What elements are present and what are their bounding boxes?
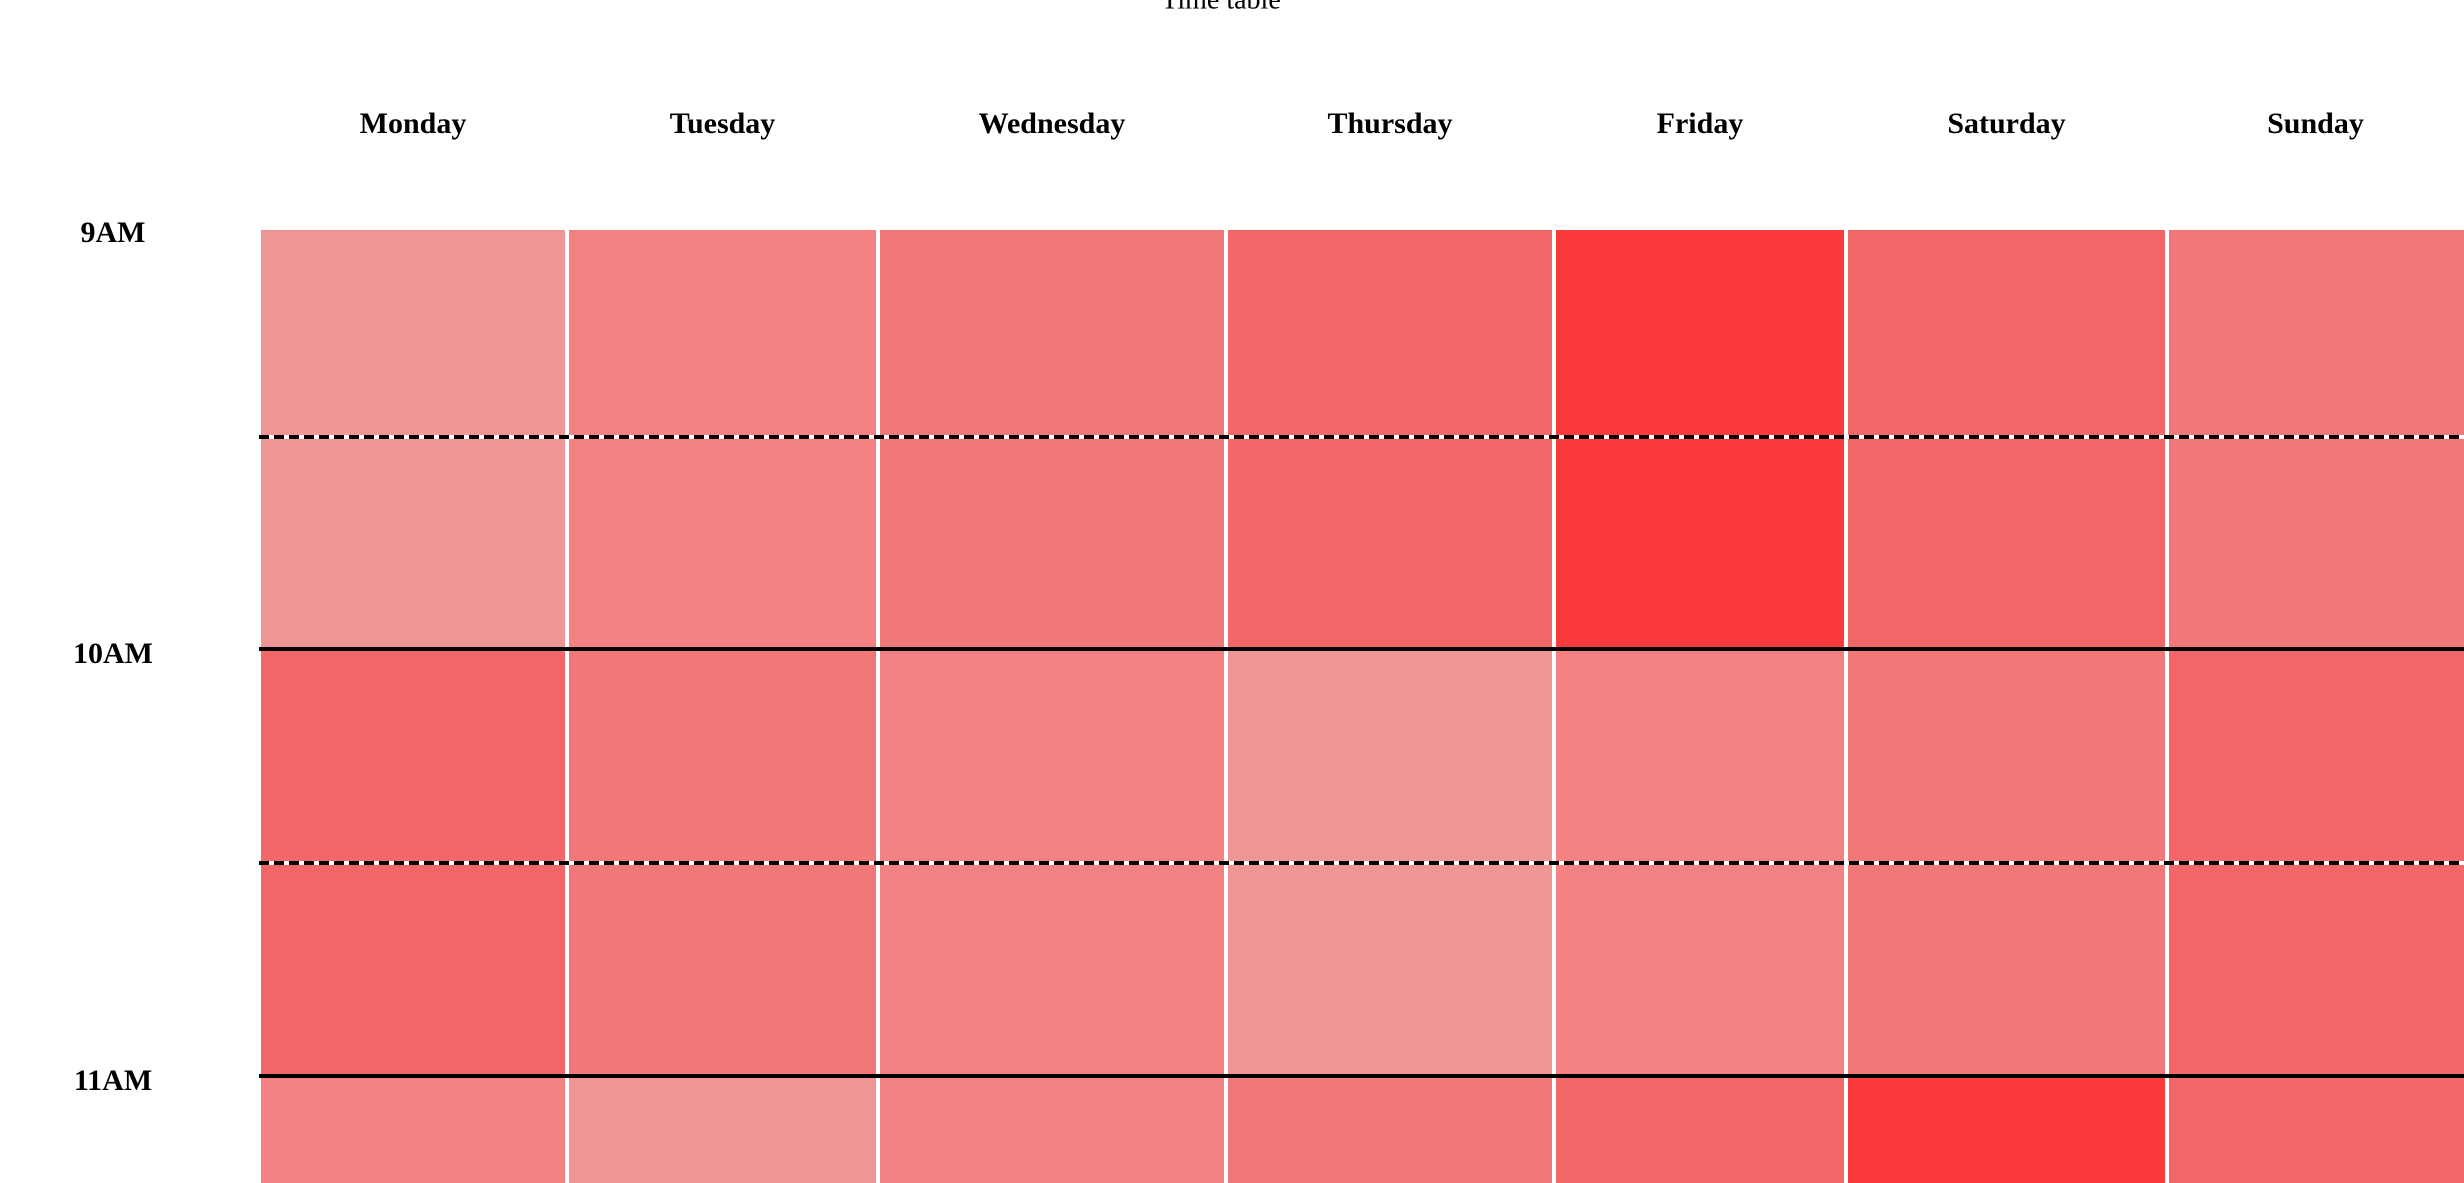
- slot-cell: [880, 865, 1224, 1074]
- day-header: Monday: [360, 107, 467, 140]
- slot-cell: [880, 230, 1224, 435]
- slot-cell: [1556, 439, 1844, 647]
- slot-cell: [1848, 865, 2165, 1074]
- slot-cell: [1848, 439, 2165, 647]
- slot-cell: [2169, 1078, 2464, 1183]
- time-label: 11AM: [74, 1064, 152, 1097]
- slot-cell: [1848, 230, 2165, 435]
- slot-cell: [1228, 230, 1552, 435]
- title: Time table: [1161, 0, 1281, 15]
- slot-cell: [569, 439, 876, 647]
- day-header: Sunday: [2267, 107, 2364, 140]
- slot-cell: [569, 651, 876, 861]
- slot-cell: [880, 439, 1224, 647]
- slot-cell: [1228, 439, 1552, 647]
- slot-cell: [1228, 1078, 1552, 1183]
- slot-cell: [569, 230, 876, 435]
- time-label: 10AM: [73, 637, 153, 670]
- slot-cell: [261, 651, 565, 861]
- slot-cell: [1556, 1078, 1844, 1183]
- slot-cell: [2169, 230, 2464, 435]
- slot-cell: [1228, 651, 1552, 861]
- day-header: Thursday: [1327, 107, 1452, 140]
- slot-cell: [880, 651, 1224, 861]
- slot-cell: [261, 230, 565, 435]
- slot-cell: [2169, 651, 2464, 861]
- slot-cell: [880, 1078, 1224, 1183]
- slot-cell: [261, 439, 565, 647]
- slot-cell: [2169, 865, 2464, 1074]
- day-header: Saturday: [1947, 107, 2065, 140]
- slot-cell: [2169, 439, 2464, 647]
- day-header: Tuesday: [670, 107, 776, 140]
- slot-cell: [569, 1078, 876, 1183]
- day-header: Friday: [1657, 107, 1744, 140]
- slot-cell: [1556, 230, 1844, 435]
- slot-cell: [261, 1078, 565, 1183]
- slot-cell: [569, 865, 876, 1074]
- slot-cell: [1848, 651, 2165, 861]
- slot-cell: [1556, 651, 1844, 861]
- slot-cell: [1228, 865, 1552, 1074]
- slot-cell: [261, 865, 565, 1074]
- slot-cell: [1848, 1078, 2165, 1183]
- day-header: Wednesday: [979, 107, 1126, 140]
- time-label: 9AM: [81, 216, 146, 249]
- slot-cell: [1556, 865, 1844, 1074]
